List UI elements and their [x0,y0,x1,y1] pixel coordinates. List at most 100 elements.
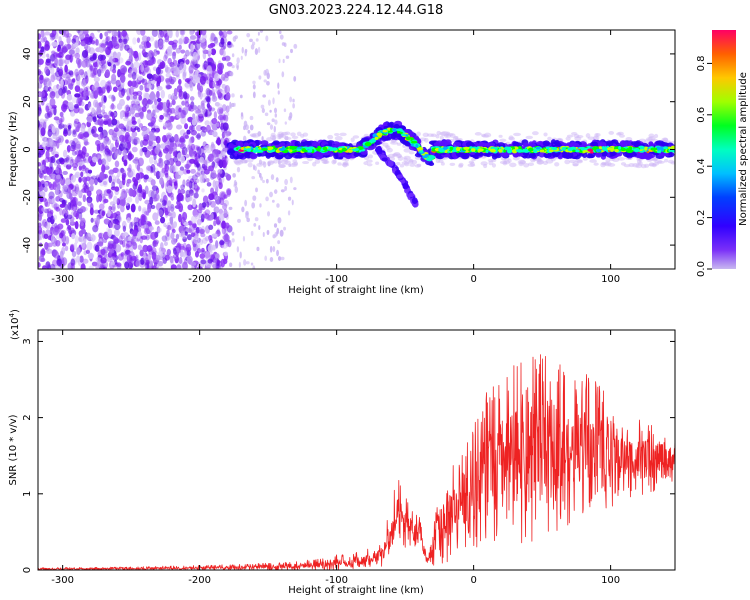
halo-mark [638,161,643,166]
noise-mark [158,75,165,82]
noise-mark [110,261,116,266]
noise-mark [38,33,41,40]
halo-mark [251,132,260,138]
band-core-mark [254,146,259,151]
snr-series-line [38,354,675,570]
noise-mark [38,58,44,65]
noise-mark [66,160,73,166]
band-mark [478,141,485,148]
halo-mark [458,162,464,167]
halo-mark [302,160,310,165]
noise-mark [151,93,157,102]
noise-mark [155,135,161,144]
noise-mark [81,242,87,251]
noise-mark [47,128,53,138]
noise-mark [151,104,156,109]
noise-mark [80,221,84,227]
noise-mark [112,57,119,63]
noise-mark [41,207,46,213]
noise-mark [216,66,223,75]
halo-mark [491,163,497,168]
noise-mark [196,82,201,91]
noise-mark [211,244,217,250]
noise-mark [250,44,255,50]
noise-mark [171,211,176,219]
noise-mark [182,179,186,188]
noise-mark [222,202,228,210]
noise-mark [165,78,172,85]
noise-mark [95,38,99,46]
noise-mark [80,124,86,133]
noise-mark [66,145,71,153]
halo-mark [509,162,517,168]
noise-mark [126,95,131,101]
noise-mark [208,224,214,231]
noise-mark [134,156,139,162]
noise-mark [201,163,206,169]
noise-mark [88,265,94,269]
noise-mark [112,96,116,102]
noise-mark [87,252,95,259]
noise-mark [115,175,120,184]
noise-mark [156,90,160,99]
noise-mark [45,261,51,269]
noise-mark [111,94,116,102]
x-tick-label: 0 [470,575,476,586]
noise-mark [187,204,193,211]
noise-mark [108,110,113,117]
noise-mark [191,74,198,84]
noise-mark [221,220,227,229]
band-mark [595,152,603,158]
noise-mark [175,233,180,240]
noise-mark [165,152,172,161]
noise-mark [170,264,177,269]
noise-mark [212,261,218,269]
noise-mark [169,206,174,213]
noise-mark [184,164,190,169]
band-mark [387,122,394,127]
halo-mark [527,162,535,167]
noise-mark [236,246,240,253]
noise-mark [261,136,264,142]
noise-mark [152,240,159,247]
noise-mark [279,229,284,237]
noise-mark [172,146,178,152]
noise-mark [102,47,107,52]
noise-mark [166,134,172,140]
noise-mark [252,195,257,201]
noise-mark [220,37,225,45]
noise-mark [191,118,197,126]
halo-mark [367,154,374,159]
halo-mark [352,135,360,139]
noise-mark [179,166,185,172]
noise-mark [137,244,143,251]
noise-mark [239,94,243,99]
noise-mark [178,203,184,213]
noise-mark [111,203,116,212]
noise-mark [277,240,281,245]
noise-mark [196,218,202,226]
noise-mark [121,172,127,179]
noise-mark [43,208,50,214]
noise-mark [92,63,98,70]
noise-mark [144,185,149,195]
band-mark [486,142,496,147]
noise-mark [65,156,70,163]
noise-mark [155,254,161,261]
band-core-mark [364,141,372,147]
noise-mark [218,30,223,37]
noise-mark [263,69,267,76]
band-core-mark [382,129,388,133]
noise-mark [90,217,94,223]
noise-mark [44,44,50,51]
noise-mark [107,228,113,238]
noise-mark [50,108,55,115]
noise-mark [44,66,49,74]
noise-mark [65,218,70,226]
x-tick-label: -100 [325,274,348,285]
noise-mark [125,240,133,248]
noise-mark [136,90,143,97]
noise-mark [127,118,132,127]
